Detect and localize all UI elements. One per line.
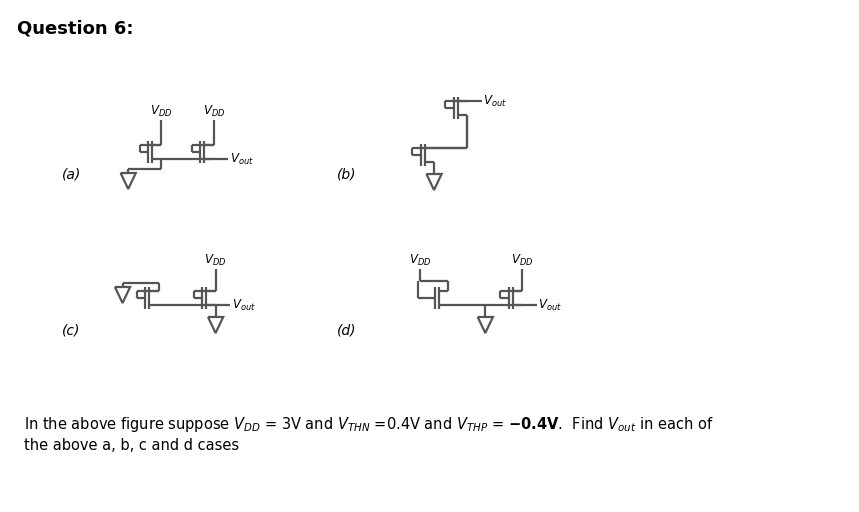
Text: the above a, b, c and d cases: the above a, b, c and d cases — [24, 438, 239, 453]
Text: (d): (d) — [337, 323, 356, 337]
Text: $V_{DD}$: $V_{DD}$ — [203, 104, 225, 119]
Text: (b): (b) — [337, 168, 356, 182]
Text: $V_{out}$: $V_{out}$ — [232, 297, 255, 312]
Text: $V_{out}$: $V_{out}$ — [484, 94, 507, 109]
Text: $V_{DD}$: $V_{DD}$ — [150, 104, 173, 119]
Text: $V_{DD}$: $V_{DD}$ — [409, 253, 431, 268]
Text: (a): (a) — [62, 168, 81, 182]
Text: In the above figure suppose $V_{DD}$ = 3V and $V_{THN}$ =0.4V and $V_{THP}$ = $\: In the above figure suppose $V_{DD}$ = 3… — [24, 415, 713, 434]
Text: $V_{DD}$: $V_{DD}$ — [204, 253, 227, 268]
Text: $V_{out}$: $V_{out}$ — [230, 152, 253, 166]
Text: $V_{out}$: $V_{out}$ — [539, 297, 563, 312]
Text: (c): (c) — [62, 323, 81, 337]
Text: $V_{DD}$: $V_{DD}$ — [511, 253, 533, 268]
Text: Question 6:: Question 6: — [17, 20, 134, 38]
